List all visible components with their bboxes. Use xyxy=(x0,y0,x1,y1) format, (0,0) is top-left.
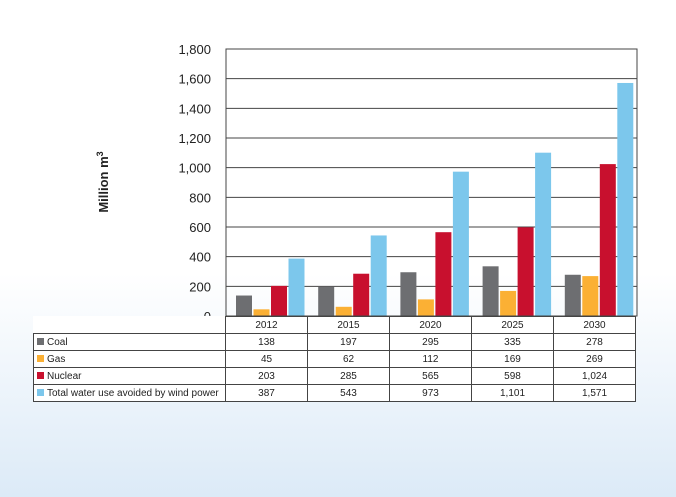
x-tick-label: 2030 xyxy=(553,316,636,334)
data-label: 62 xyxy=(307,350,390,368)
x-tick-label: 2012 xyxy=(225,316,308,334)
legend-label: Coal xyxy=(47,336,68,348)
bar-nuclear-2015 xyxy=(353,273,370,316)
bars xyxy=(236,82,634,317)
bar-gas-2012 xyxy=(253,309,270,316)
bar-nuclear-2030 xyxy=(599,164,616,316)
legend-entry: Gas xyxy=(33,350,226,368)
y-tick-label: 1,800 xyxy=(178,42,211,57)
y-tick-label: 200 xyxy=(189,279,211,294)
bar-total-water-use-avoided-by-wind-power-2020 xyxy=(452,171,469,316)
legend-label: Gas xyxy=(47,353,66,365)
table-row: Total water use avoided by wind power 387… xyxy=(33,384,636,402)
data-label: 1,571 xyxy=(553,384,636,402)
data-label: 278 xyxy=(553,333,636,351)
bar-coal-2015 xyxy=(318,286,335,316)
data-label: 1,024 xyxy=(553,367,636,385)
y-tick-label: 1,000 xyxy=(178,161,211,176)
x-tick-label: 2025 xyxy=(471,316,554,334)
bar-coal-2030 xyxy=(564,274,581,316)
y-tick-label: 800 xyxy=(189,190,211,205)
y-axis-label-superscript: 3 xyxy=(95,151,105,156)
x-tick-label: 2015 xyxy=(307,316,390,334)
legend-swatch xyxy=(37,389,44,397)
legend-entry: Coal xyxy=(33,333,226,351)
bar-total-water-use-avoided-by-wind-power-2015 xyxy=(370,235,387,316)
bar-total-water-use-avoided-by-wind-power-2030 xyxy=(617,82,634,317)
bar-total-water-use-avoided-by-wind-power-2012 xyxy=(288,258,305,316)
data-label: 543 xyxy=(307,384,390,402)
table-row: Coal 138 197 295 335 278 xyxy=(33,333,636,351)
data-label: 285 xyxy=(307,367,390,385)
table-row: Nuclear 203 285 565 598 1,024 xyxy=(33,367,636,385)
legend-label: Total water use avoided by wind power xyxy=(47,387,219,399)
legend-swatch xyxy=(37,338,44,346)
bar-total-water-use-avoided-by-wind-power-2025 xyxy=(535,152,552,316)
table-row: Gas 45 62 112 169 269 xyxy=(33,350,636,368)
y-tick-label: 600 xyxy=(189,220,211,235)
bar-gas-2015 xyxy=(335,306,352,316)
data-label: 973 xyxy=(389,384,472,402)
legend-swatch xyxy=(37,355,44,363)
data-label: 169 xyxy=(471,350,554,368)
legend-entry: Nuclear xyxy=(33,367,226,385)
y-axis-label: Million m3 xyxy=(95,151,111,212)
bar-gas-2030 xyxy=(582,276,599,316)
data-label: 112 xyxy=(389,350,472,368)
bar-nuclear-2020 xyxy=(435,232,452,316)
bar-gas-2025 xyxy=(500,290,517,316)
y-tick-label: 1,400 xyxy=(178,101,211,116)
data-label: 269 xyxy=(553,350,636,368)
bar-coal-2020 xyxy=(400,272,417,316)
data-label: 335 xyxy=(471,333,554,351)
data-label: 598 xyxy=(471,367,554,385)
table-corner xyxy=(33,316,226,334)
data-label: 138 xyxy=(225,333,308,351)
data-label: 387 xyxy=(225,384,308,402)
data-label: 45 xyxy=(225,350,308,368)
bar-coal-2012 xyxy=(236,295,252,316)
data-label: 565 xyxy=(389,367,472,385)
y-axis-label-text: Million m xyxy=(96,156,111,212)
bar-nuclear-2012 xyxy=(271,285,287,316)
legend-swatch xyxy=(37,372,44,380)
x-tick-label: 2020 xyxy=(389,316,472,334)
y-tick-label: 400 xyxy=(189,250,211,265)
data-label: 1,101 xyxy=(471,384,554,402)
bar-coal-2025 xyxy=(482,266,499,316)
data-table: 2012 2015 2020 2025 2030 Coal 138 197 295 335 278 G… xyxy=(33,316,636,402)
y-tick-label: 1,200 xyxy=(178,131,211,146)
data-label: 197 xyxy=(307,333,390,351)
y-tick-label: 1,600 xyxy=(178,72,211,87)
data-label: 295 xyxy=(389,333,472,351)
bar-gas-2020 xyxy=(417,299,434,316)
legend-entry: Total water use avoided by wind power xyxy=(33,384,226,402)
bar-nuclear-2025 xyxy=(517,227,534,316)
legend-label: Nuclear xyxy=(47,370,82,382)
data-label: 203 xyxy=(225,367,308,385)
table-header-row: 2012 2015 2020 2025 2030 xyxy=(33,316,636,334)
